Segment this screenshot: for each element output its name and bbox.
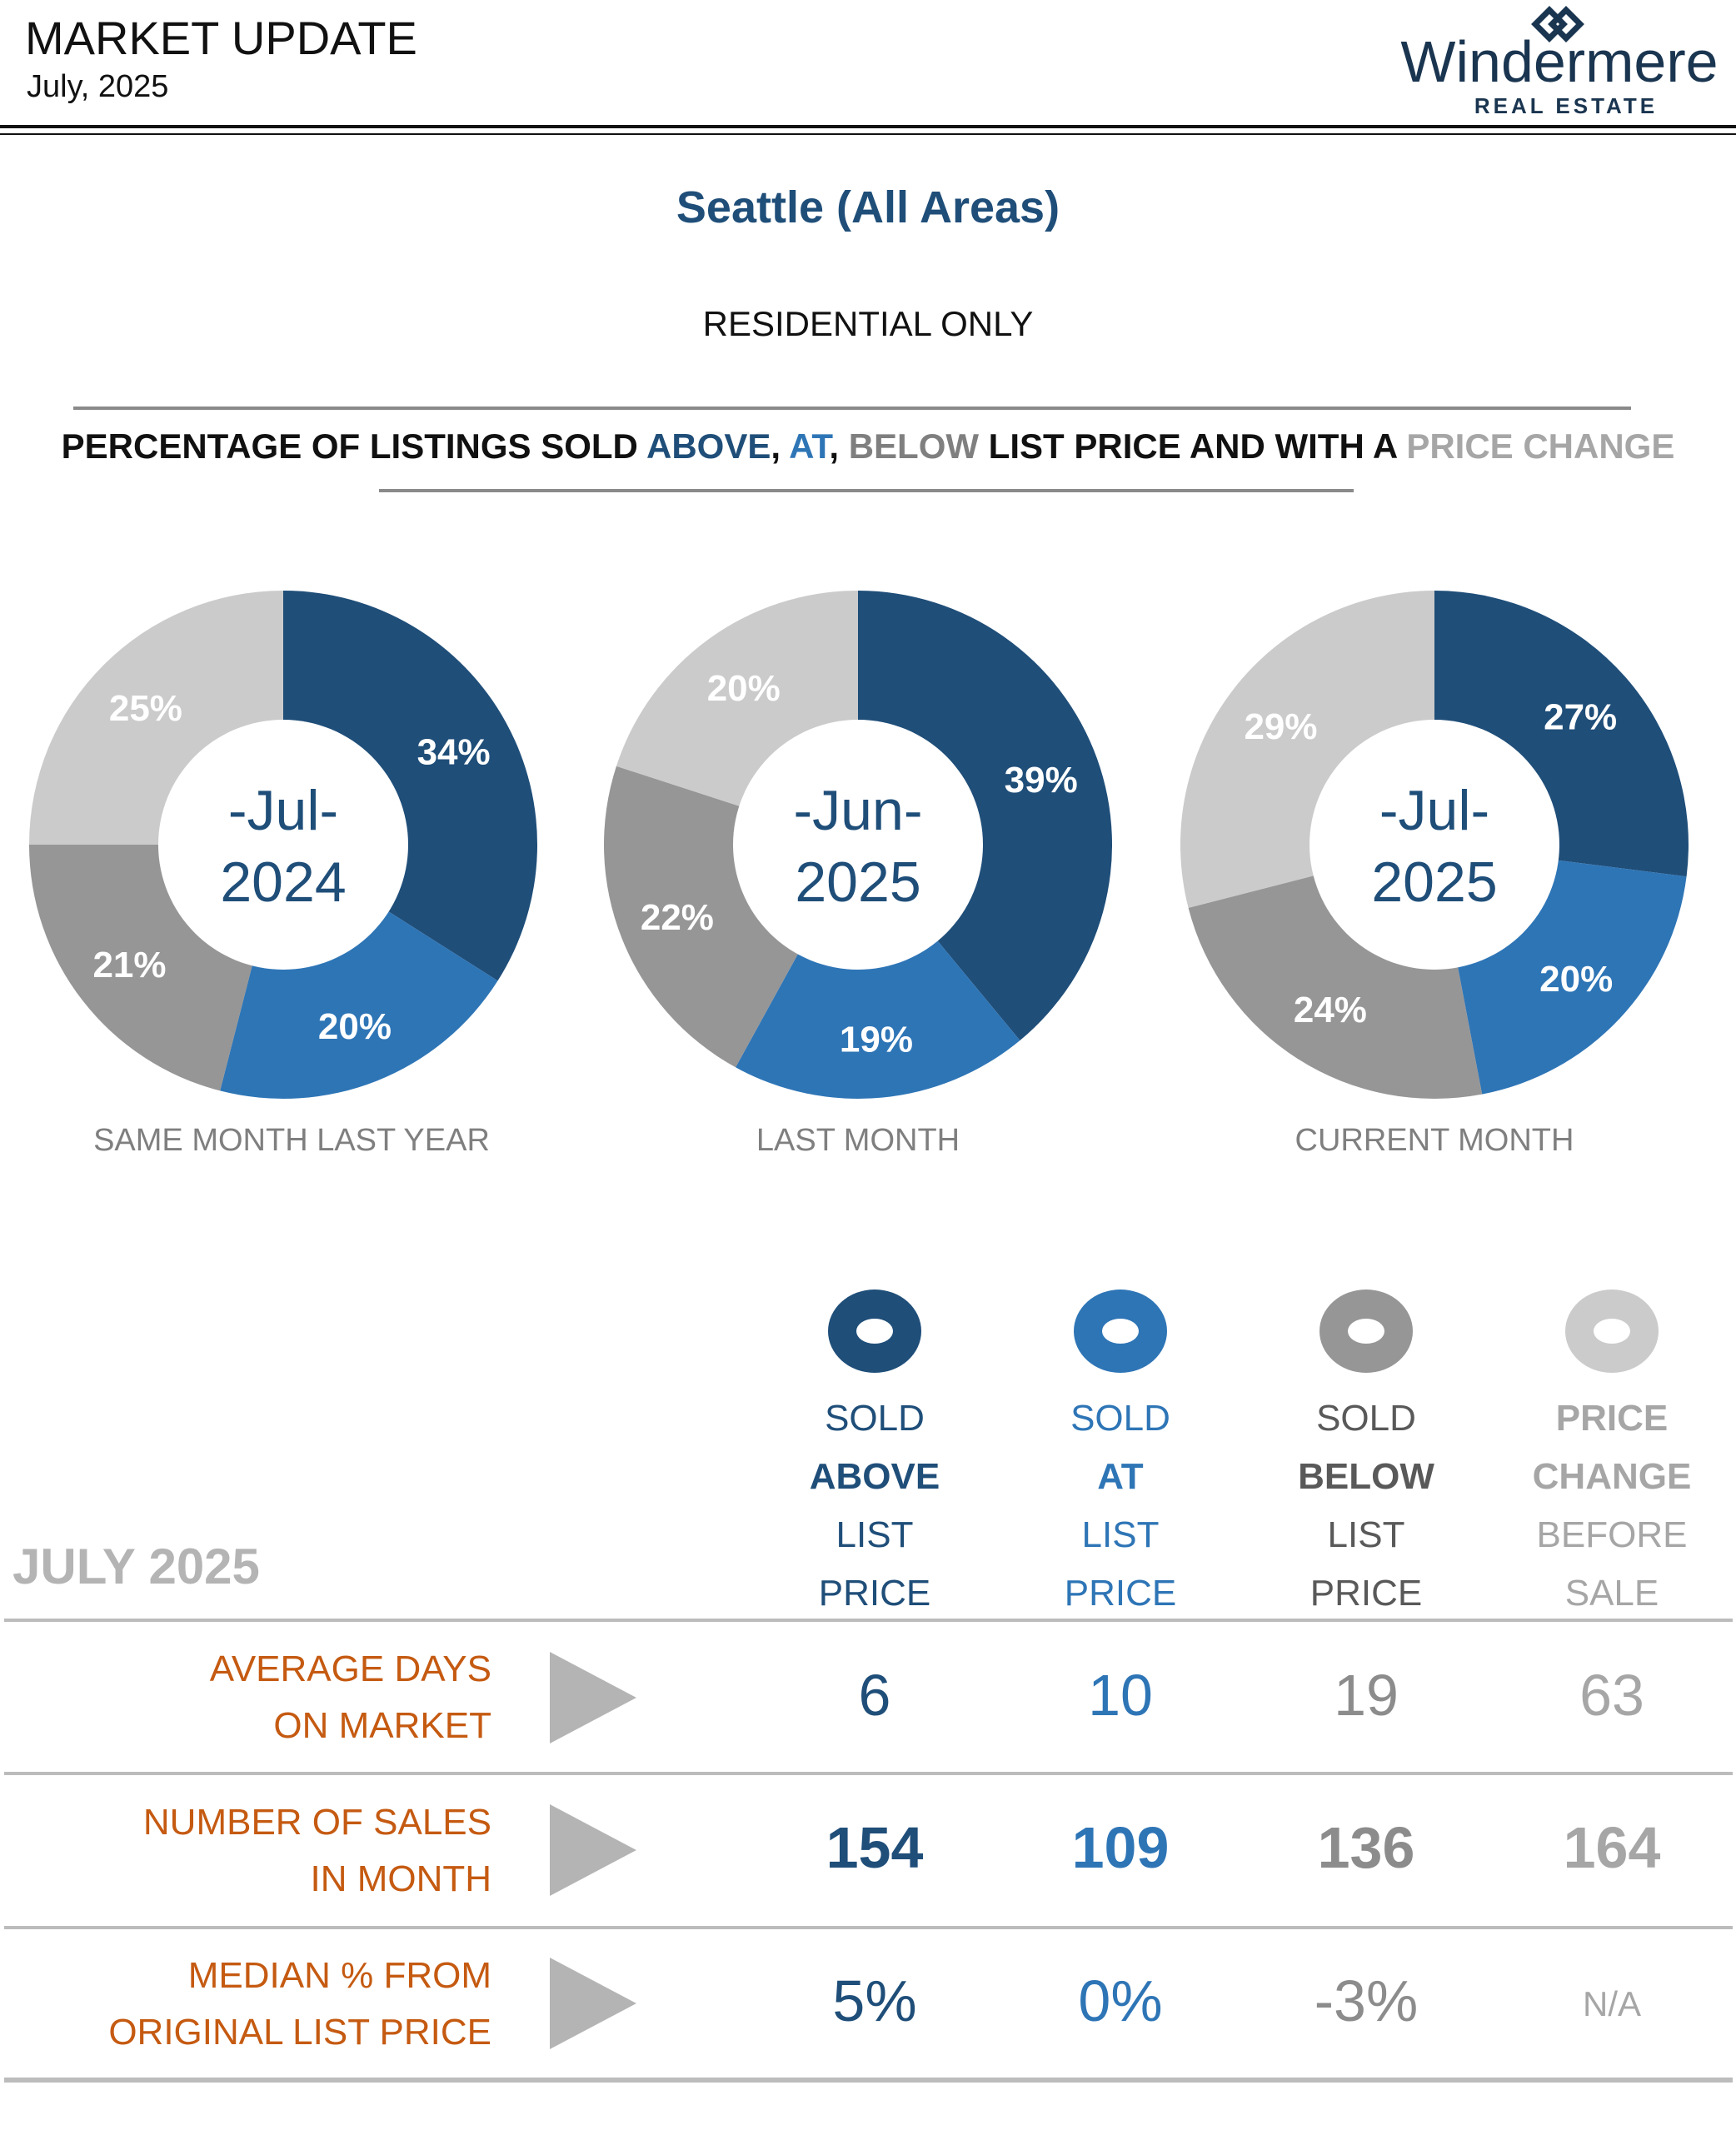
table-month-label: JULY 2025 (12, 1539, 260, 1594)
donut-label-below: 24% (1294, 990, 1367, 1030)
row-label-median-pct: MEDIAN % FROM ORIGINAL LIST PRICE (108, 1955, 491, 2053)
cell-days-above: 6 (858, 1663, 891, 1728)
donut-label-above: 39% (1005, 760, 1078, 801)
row-arrow-icon (550, 1958, 641, 2049)
city-title: Seattle (All Areas) (676, 182, 1060, 232)
logo-name: Windermere (1400, 29, 1718, 94)
donut-center-month: -Jun- (794, 779, 923, 842)
row-label-days-on-market: AVERAGE DAYS ON MARKET (209, 1649, 491, 1746)
donut-label-at: 20% (318, 1006, 392, 1047)
donut-svg-last-month: 39% 19% 22% 20% -Jun- 2025 (604, 591, 1112, 1099)
report-title: MARKET UPDATE (25, 12, 417, 64)
heading-rule-bottom (379, 489, 1354, 492)
donut-center-year: 2025 (795, 851, 920, 914)
donut-center-year: 2025 (1371, 851, 1497, 914)
cell-median-above: 5% (832, 1968, 917, 2033)
donut-label-at: 20% (1539, 959, 1613, 1000)
table-rule-4 (4, 2078, 1733, 2083)
chart-heading: PERCENTAGE OF LISTINGS SOLD ABOVE, AT, B… (61, 427, 1675, 466)
cell-days-below: 19 (1334, 1663, 1399, 1728)
legend-below-icon (1316, 1290, 1416, 1373)
donut-label-change: 29% (1244, 706, 1317, 747)
table-rule-2 (4, 1772, 1733, 1775)
donut-center-year: 2024 (220, 851, 346, 914)
row-label-number-of-sales: NUMBER OF SALES IN MONTH (142, 1802, 491, 1899)
caption-last-year: SAME MONTH LAST YEAR (93, 1123, 490, 1158)
donut-label-change: 20% (707, 668, 781, 709)
header-rule-bottom (0, 133, 1736, 135)
donut-slice-at (736, 845, 1020, 1099)
donut-center-month: -Jul- (228, 779, 338, 842)
column-header-change: PRICE CHANGE BEFORE SALE (1532, 1398, 1692, 1614)
caption-last-month: LAST MONTH (756, 1123, 960, 1158)
donut-center-month: -Jul- (1379, 779, 1489, 842)
donut-label-above: 27% (1544, 697, 1617, 738)
donut-hole (733, 720, 983, 970)
cell-median-below: -3% (1314, 1968, 1419, 2033)
cell-median-at: 0% (1078, 1968, 1163, 2033)
windermere-logo: Windermere REAL ESTATE (1393, 0, 1726, 125)
column-header-below: SOLD BELOW LIST PRICE (1298, 1398, 1434, 1614)
donut-label-change: 25% (109, 688, 182, 729)
row-arrow-icon (550, 1652, 641, 1743)
column-header-above: SOLD ABOVE LIST PRICE (809, 1398, 940, 1614)
donut-label-below: 21% (92, 945, 166, 985)
row-arrow-icon (550, 1804, 641, 1896)
donut-chart-last-year: 34% 20% 21% 25% -Jul- 2024 (17, 578, 550, 1111)
subhead: RESIDENTIAL ONLY (702, 304, 1034, 343)
donut-svg-current-month: 27% 20% 24% 29% -Jul- 2025 (1180, 591, 1689, 1099)
cell-days-change: 63 (1579, 1663, 1644, 1728)
donut-label-at: 19% (840, 1019, 913, 1060)
legend-at-icon (1070, 1290, 1170, 1373)
table-rule-3 (4, 1926, 1733, 1929)
cell-days-at: 10 (1088, 1663, 1153, 1728)
donut-slice-above (858, 591, 1112, 1041)
donut-hole (158, 720, 408, 970)
caption-current-month: CURRENT MONTH (1295, 1123, 1574, 1158)
table-rule-1 (4, 1619, 1733, 1622)
cell-sales-below: 136 (1317, 1815, 1415, 1880)
header-rule-top (0, 125, 1736, 128)
heading-rule-top (73, 407, 1631, 410)
column-header-at: SOLD AT LIST PRICE (1064, 1398, 1177, 1614)
cell-sales-above: 154 (826, 1815, 924, 1880)
donut-chart-current-month: 27% 20% 24% 29% -Jul- 2025 (1168, 578, 1701, 1111)
cell-median-change: N/A (1582, 1984, 1641, 2023)
donut-label-above: 34% (417, 732, 491, 773)
cell-sales-change: 164 (1563, 1815, 1661, 1880)
legend-change-icon (1562, 1290, 1662, 1373)
donut-chart-last-month: 39% 19% 22% 20% -Jun- 2025 (591, 578, 1125, 1111)
report-date: July, 2025 (27, 69, 169, 104)
donut-hole (1309, 720, 1559, 970)
cell-sales-at: 109 (1071, 1815, 1170, 1880)
donut-label-below: 22% (641, 897, 714, 938)
donut-svg-last-year: 34% 20% 21% 25% -Jul- 2024 (29, 591, 538, 1099)
logo-sub: REAL ESTATE (1474, 93, 1658, 118)
legend-above-icon (825, 1290, 925, 1373)
